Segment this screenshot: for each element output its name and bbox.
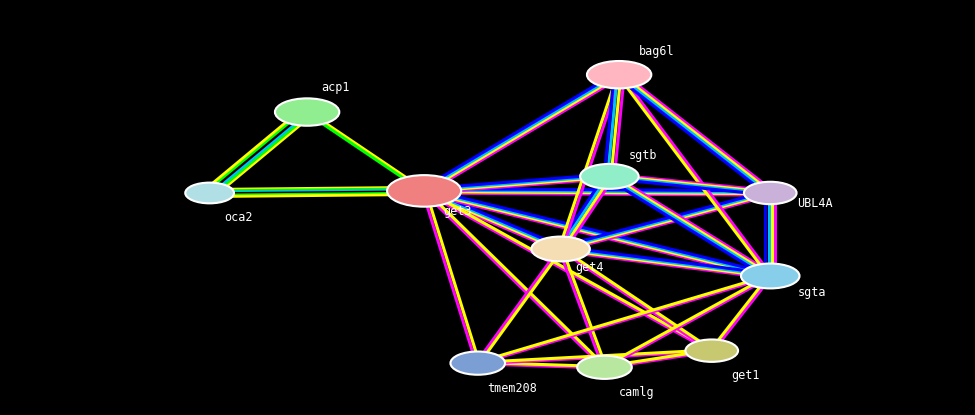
Text: oca2: oca2 — [224, 211, 253, 225]
Text: bag6l: bag6l — [639, 45, 675, 59]
Text: sgta: sgta — [798, 286, 826, 299]
Circle shape — [685, 339, 738, 362]
Circle shape — [185, 183, 234, 203]
Circle shape — [531, 237, 590, 261]
Text: get1: get1 — [731, 369, 760, 382]
Text: camlg: camlg — [619, 386, 655, 399]
Text: acp1: acp1 — [322, 81, 350, 94]
Text: UBL4A: UBL4A — [798, 197, 834, 210]
Circle shape — [744, 182, 797, 204]
Circle shape — [275, 98, 339, 126]
Text: get3: get3 — [444, 205, 472, 218]
Circle shape — [450, 352, 505, 375]
Text: get4: get4 — [575, 261, 604, 274]
Circle shape — [587, 61, 651, 88]
Circle shape — [387, 175, 461, 207]
Text: tmem208: tmem208 — [488, 381, 537, 395]
Circle shape — [741, 264, 800, 288]
Circle shape — [577, 356, 632, 379]
Text: sgtb: sgtb — [629, 149, 657, 162]
Circle shape — [580, 164, 639, 189]
